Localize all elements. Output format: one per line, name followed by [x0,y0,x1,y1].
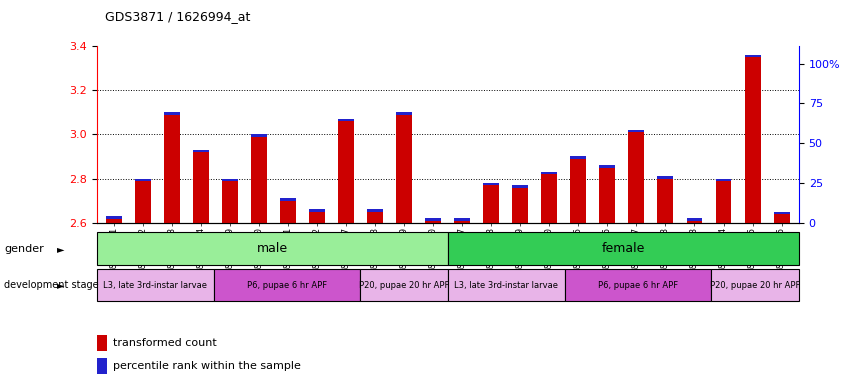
Bar [338,119,354,223]
Bar [164,112,180,115]
Text: L3, late 3rd-instar larvae: L3, late 3rd-instar larvae [454,281,558,290]
Bar [774,212,790,223]
Text: percentile rank within the sample: percentile rank within the sample [113,361,300,371]
Bar [512,185,528,188]
Text: P6, pupae 6 hr APF: P6, pupae 6 hr APF [247,281,327,290]
Text: transformed count: transformed count [113,338,216,348]
Bar [426,218,442,221]
Bar [135,179,151,181]
Text: development stage: development stage [4,280,99,290]
Bar [309,210,325,212]
Bar [222,179,238,181]
Bar [97,335,108,351]
Bar [484,183,500,223]
Text: P6, pupae 6 hr APF: P6, pupae 6 hr APF [598,281,678,290]
Bar [565,269,711,301]
Bar [484,183,500,185]
Bar [193,150,209,223]
Bar [97,358,108,374]
Bar [658,176,674,179]
Text: GDS3871 / 1626994_at: GDS3871 / 1626994_at [105,10,251,23]
Bar [628,130,644,223]
Text: L3, late 3rd-instar larvae: L3, late 3rd-instar larvae [103,281,207,290]
Bar [396,112,412,223]
Bar [447,269,565,301]
Bar [97,232,447,265]
Bar [570,157,586,159]
Text: P20, pupae 20 hr APF: P20, pupae 20 hr APF [359,281,449,290]
Bar [711,269,799,301]
Bar [686,218,702,221]
Bar [135,179,151,223]
Bar [309,210,325,223]
Bar [106,216,122,223]
Bar [106,216,122,218]
Text: ►: ► [57,243,64,254]
Bar [716,179,732,181]
Bar [542,172,558,174]
Bar [368,210,383,212]
Bar [251,134,267,137]
Bar [280,199,296,223]
Bar [396,112,412,115]
Bar [164,112,180,223]
Bar [454,218,470,221]
Bar [280,199,296,201]
Bar [542,172,558,223]
Bar [454,218,470,223]
Bar [338,119,354,121]
Bar [570,157,586,223]
Text: gender: gender [4,243,44,254]
Bar [600,166,616,223]
Bar [97,269,214,301]
Bar [214,269,360,301]
Bar [447,232,799,265]
Bar [658,176,674,223]
Bar [774,212,790,214]
Bar [368,210,383,223]
Text: P20, pupae 20 hr APF: P20, pupae 20 hr APF [710,281,801,290]
Bar [512,185,528,223]
Text: female: female [601,242,645,255]
Text: male: male [257,242,288,255]
Bar [251,134,267,223]
Bar [193,150,209,152]
Bar [600,166,616,168]
Bar [744,55,760,223]
Bar [628,130,644,132]
Bar [744,55,760,57]
Bar [360,269,447,301]
Bar [222,179,238,223]
Bar [426,218,442,223]
Bar [716,179,732,223]
Bar [686,218,702,223]
Text: ►: ► [57,280,64,290]
